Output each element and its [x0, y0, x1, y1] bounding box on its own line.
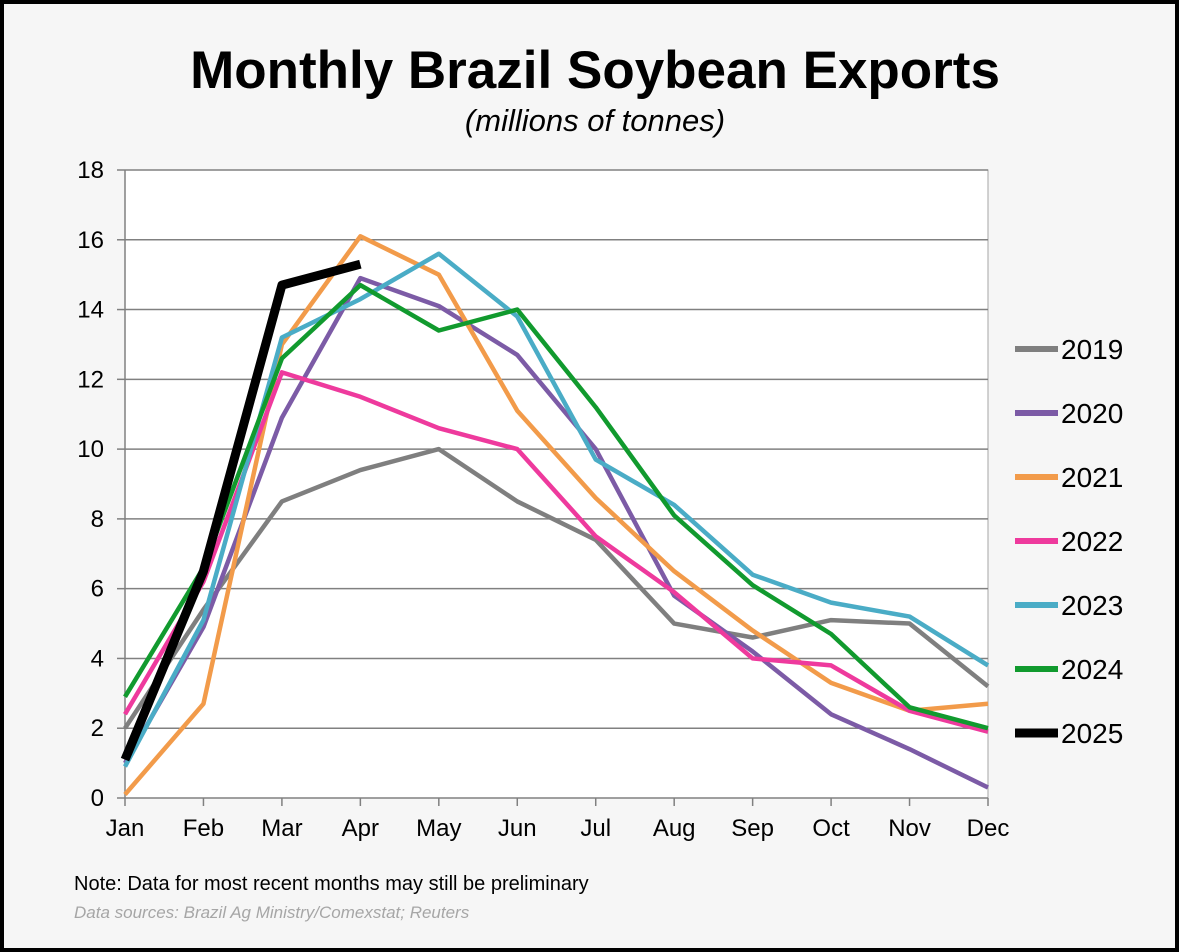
- y-tick-label: 10: [77, 436, 104, 463]
- series-line-2023: [123, 251, 990, 768]
- y-tick-label: 8: [91, 506, 104, 533]
- legend: 2019 2020 2021 2022 2023 2024 2025: [1015, 334, 1123, 749]
- x-tick-label: Jul: [580, 815, 611, 842]
- legend-item-2022: 2022: [1015, 526, 1123, 557]
- x-tick-label: Mar: [261, 815, 302, 842]
- legend-item-2025: 2025: [1015, 718, 1123, 749]
- y-tick-label: 14: [77, 297, 104, 324]
- legend-label: 2019: [1061, 334, 1123, 365]
- plot-area: [124, 169, 989, 799]
- legend-item-2020: 2020: [1015, 398, 1123, 429]
- legend-item-2024: 2024: [1015, 654, 1123, 685]
- legend-label: 2020: [1061, 398, 1123, 429]
- x-tick-label: Apr: [342, 815, 379, 842]
- y-tick-label: 12: [77, 366, 104, 393]
- source-text: Data sources: Brazil Ag Ministry/Comexst…: [74, 903, 470, 922]
- legend-item-2019: 2019: [1015, 334, 1123, 365]
- x-axis-ticks: Jan Feb Mar Apr May Jun Jul Aug Sep Oct Nov Dec: [106, 797, 1010, 842]
- x-tick-label: Sep: [731, 815, 774, 842]
- chart-subtitle: (millions of tonnes): [465, 103, 725, 138]
- series-line-2019: [123, 446, 990, 730]
- legend-label: 2023: [1061, 590, 1123, 621]
- y-tick-label: 0: [91, 785, 104, 812]
- legend-item-2021: 2021: [1015, 462, 1123, 493]
- y-tick-label: 6: [91, 576, 104, 603]
- note-text: Note: Data for most recent months may st…: [74, 873, 589, 895]
- y-tick-label: 18: [77, 157, 104, 184]
- legend-label: 2022: [1061, 526, 1123, 557]
- series-line-2024: [123, 282, 989, 731]
- x-tick-label: Nov: [888, 815, 931, 842]
- series-line-2022: [123, 370, 989, 734]
- x-tick-label: May: [416, 815, 461, 842]
- gridlines: [125, 169, 988, 729]
- legend-label: 2021: [1061, 462, 1123, 493]
- y-tick-label: 4: [91, 645, 104, 672]
- x-tick-label: Oct: [812, 815, 850, 842]
- chart-title: Monthly Brazil Soybean Exports: [190, 41, 1000, 100]
- series-line-2025: [120, 259, 362, 762]
- legend-label: 2025: [1061, 718, 1123, 749]
- y-tick-label: 2: [91, 715, 104, 742]
- series-line-2020: [123, 275, 989, 790]
- x-tick-label: Jun: [498, 815, 537, 842]
- x-tick-label: Jan: [106, 815, 145, 842]
- legend-label: 2024: [1061, 654, 1123, 685]
- legend-item-2023: 2023: [1015, 590, 1123, 621]
- series-lines: [120, 234, 990, 796]
- x-tick-label: Dec: [967, 815, 1010, 842]
- y-tick-label: 16: [77, 227, 104, 254]
- x-tick-label: Aug: [653, 815, 696, 842]
- y-axis-ticks: 0 2 4 6 8 10 12 14 16 18: [77, 157, 126, 812]
- x-tick-label: Feb: [183, 815, 224, 842]
